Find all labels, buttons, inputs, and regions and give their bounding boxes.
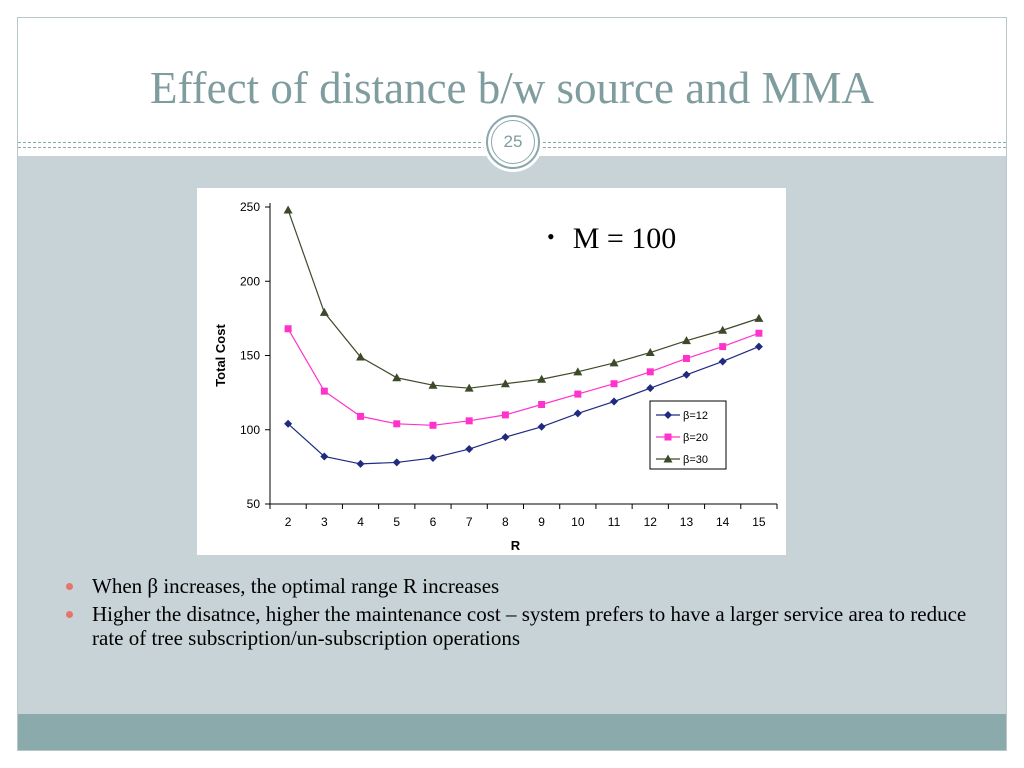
- data-point: [610, 380, 618, 388]
- y-tick-label: 250: [240, 200, 260, 214]
- series-line-2: [287, 328, 760, 426]
- x-tick-label: 14: [716, 515, 730, 529]
- data-point: [682, 370, 691, 379]
- footer-band: [18, 714, 1006, 750]
- data-point: [357, 412, 365, 420]
- data-point: [429, 421, 437, 429]
- data-point: [465, 445, 474, 454]
- data-point: [681, 336, 691, 345]
- data-point: [501, 433, 510, 442]
- x-tick-label: 6: [430, 515, 437, 529]
- legend-box: [649, 400, 727, 470]
- x-tick-label: 10: [571, 515, 585, 529]
- y-tick-label: 50: [247, 497, 261, 511]
- y-tick-label: 200: [240, 274, 260, 288]
- data-point: [718, 325, 728, 334]
- data-point: [754, 313, 764, 322]
- data-point: [465, 417, 473, 425]
- data-point: [356, 352, 366, 361]
- data-point: [537, 374, 547, 383]
- x-tick-label: 3: [321, 515, 328, 529]
- data-point: [392, 373, 402, 382]
- annotation-bullet-icon: •: [547, 224, 555, 249]
- data-point: [319, 307, 329, 316]
- x-tick-label: 9: [538, 515, 545, 529]
- data-point: [284, 419, 293, 428]
- series-line-3: [287, 209, 760, 389]
- data-point: [718, 357, 727, 366]
- data-point: [754, 342, 763, 351]
- data-point: [645, 348, 655, 357]
- x-tick-label: 8: [502, 515, 509, 529]
- bullet-list: When β increases, the optimal range R in…: [64, 574, 984, 654]
- bullet-item: When β increases, the optimal range R in…: [64, 574, 984, 598]
- data-point: [428, 380, 438, 389]
- series-line-1: [287, 346, 760, 465]
- data-point: [719, 343, 727, 351]
- data-point: [284, 325, 292, 333]
- data-point: [537, 422, 546, 431]
- y-tick-label: 150: [240, 349, 260, 363]
- data-point: [392, 458, 401, 467]
- legend-marker: [664, 433, 672, 441]
- data-point: [356, 459, 365, 468]
- data-point: [320, 452, 329, 461]
- y-axis-label: Total Cost: [213, 324, 228, 387]
- data-point: [646, 384, 655, 393]
- slide-title: Effect of distance b/w source and MMA: [150, 63, 874, 113]
- x-tick-label: 4: [357, 515, 364, 529]
- x-tick-label: 12: [644, 515, 658, 529]
- data-point: [393, 420, 401, 428]
- legend-marker: [664, 411, 672, 419]
- x-axis-label: R: [511, 538, 521, 553]
- x-tick-label: 7: [466, 515, 473, 529]
- data-point: [610, 397, 619, 406]
- total-cost-chart: 50 100 150 200 250 2 3 4 5 6 7 8 9 10 11 12 13 14 15 R Total…: [213, 200, 778, 553]
- legend-label: β=20: [683, 432, 708, 444]
- x-tick-label: 5: [393, 515, 400, 529]
- slide-number-badge: 25: [486, 115, 540, 169]
- data-point: [500, 379, 510, 388]
- data-point: [283, 205, 293, 214]
- legend-label: β=30: [683, 454, 708, 466]
- data-point: [428, 453, 437, 462]
- legend-label: β=12: [683, 410, 708, 422]
- data-point: [609, 358, 619, 367]
- data-point: [573, 409, 582, 418]
- x-tick-label: 11: [608, 515, 621, 529]
- chart-image: 50 100 150 200 250 2 3 4 5 6 7 8 9 10 11 12 13 14 15 R Total…: [197, 188, 786, 555]
- x-tick-label: 15: [752, 515, 766, 529]
- data-point: [646, 368, 654, 376]
- data-point: [574, 390, 582, 398]
- slide-number: 25: [491, 120, 535, 164]
- x-tick-label: 13: [680, 515, 694, 529]
- data-point: [320, 387, 328, 395]
- legend-marker: [663, 454, 673, 463]
- data-point: [538, 401, 546, 409]
- annotation: • M = 100: [547, 222, 676, 256]
- x-tick-label: 2: [285, 515, 292, 529]
- data-point: [682, 354, 690, 362]
- data-point: [573, 367, 583, 376]
- data-point: [501, 411, 509, 419]
- y-tick-label: 100: [240, 423, 260, 437]
- data-point: [755, 329, 763, 337]
- annotation-text: M = 100: [572, 222, 677, 255]
- bullet-item: Higher the disatnce, higher the maintena…: [64, 602, 984, 650]
- data-point: [464, 383, 474, 392]
